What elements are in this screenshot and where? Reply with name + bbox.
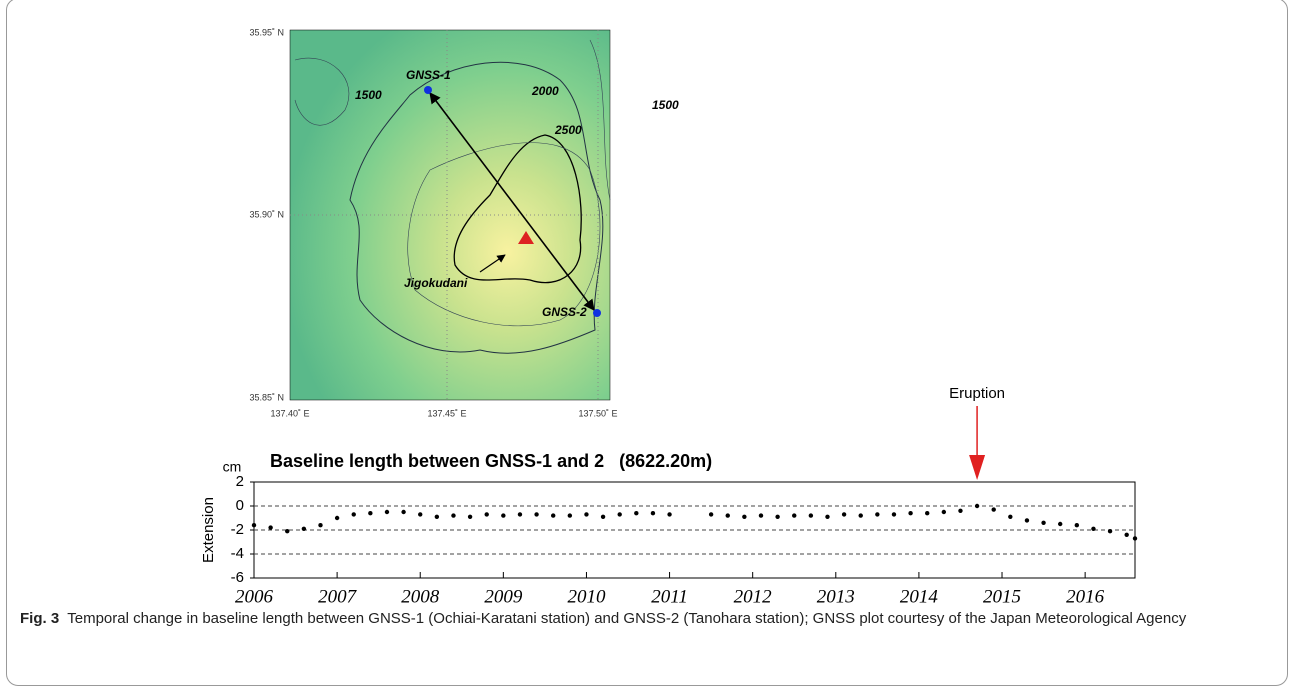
x-tick-label: 2016 xyxy=(1066,586,1105,605)
data-point xyxy=(925,511,929,515)
data-point xyxy=(842,512,846,516)
data-point xyxy=(892,512,896,516)
x-tick-label: 2011 xyxy=(651,586,688,605)
data-point xyxy=(1091,527,1095,531)
x-tick-label: 2009 xyxy=(484,586,523,605)
caption-text: Temporal change in baseline length betwe… xyxy=(67,610,1186,627)
place-label: Jigokudani xyxy=(404,276,468,290)
map: GNSS-1 GNSS-2 Jigokudani 1500 2000 2500 … xyxy=(249,27,679,418)
figure: GNSS-1 GNSS-2 Jigokudani 1500 2000 2500 … xyxy=(0,0,1296,605)
station-label: GNSS-1 xyxy=(406,68,451,82)
data-point xyxy=(825,515,829,519)
contour-label: 2500 xyxy=(554,123,582,137)
data-point xyxy=(634,511,638,515)
x-tick-label: 2006 xyxy=(235,586,274,605)
data-point xyxy=(601,515,605,519)
lat-label: 35.90˚ N xyxy=(249,209,284,219)
annotation-text: Eruption xyxy=(949,385,1005,402)
data-point xyxy=(568,513,572,517)
chart: Baseline length between GNSS-1 and 2 (86… xyxy=(200,385,1137,605)
x-tick-label: 2008 xyxy=(401,586,440,605)
lon-label: 137.45˚ E xyxy=(427,408,466,418)
data-point xyxy=(401,510,405,514)
contour-label: 2000 xyxy=(531,84,559,98)
data-point xyxy=(667,512,671,516)
x-tick-label: 2010 xyxy=(567,586,606,605)
data-point xyxy=(726,513,730,517)
data-point xyxy=(385,510,389,514)
data-point xyxy=(352,512,356,516)
data-point xyxy=(651,511,655,515)
data-point xyxy=(518,512,522,516)
y-tick-label: -4 xyxy=(231,545,244,562)
data-point xyxy=(1133,536,1137,540)
x-tick-label: 2013 xyxy=(817,586,855,605)
data-point xyxy=(435,515,439,519)
data-point xyxy=(875,512,879,516)
y-axis-label: Extension xyxy=(200,497,217,563)
data-point xyxy=(1108,529,1112,533)
data-point xyxy=(418,512,422,516)
data-point xyxy=(584,512,588,516)
data-point xyxy=(335,516,339,520)
x-tick-label: 2015 xyxy=(983,586,1021,605)
data-point xyxy=(318,523,322,527)
station-label: GNSS-2 xyxy=(542,305,587,319)
data-point xyxy=(975,504,979,508)
annotation-arrowhead xyxy=(969,455,985,480)
data-point xyxy=(809,513,813,517)
data-point xyxy=(617,512,621,516)
data-point xyxy=(992,507,996,511)
chart-title: Baseline length between GNSS-1 and 2 (86… xyxy=(270,451,712,471)
data-point xyxy=(501,513,505,517)
data-point xyxy=(1124,533,1128,537)
data-point xyxy=(742,515,746,519)
data-point xyxy=(859,513,863,517)
data-point xyxy=(368,511,372,515)
data-point xyxy=(775,515,779,519)
x-tick-label: 2012 xyxy=(734,586,773,605)
data-point xyxy=(468,515,472,519)
data-point xyxy=(268,525,272,529)
data-point xyxy=(958,509,962,513)
data-point xyxy=(1025,518,1029,522)
x-tick-label: 2007 xyxy=(318,586,358,605)
y-tick-label: -6 xyxy=(231,569,244,586)
y-tick-label: 2 xyxy=(236,473,244,490)
lat-label: 35.95˚ N xyxy=(249,27,284,37)
y-tick-label: 0 xyxy=(236,497,244,514)
data-point xyxy=(792,513,796,517)
y-tick-label: -2 xyxy=(231,521,244,538)
data-point xyxy=(1075,523,1079,527)
data-point xyxy=(1041,521,1045,525)
x-tick-label: 2014 xyxy=(900,586,939,605)
data-point xyxy=(485,512,489,516)
contour-label: 1500 xyxy=(652,98,679,112)
plot-frame xyxy=(254,482,1135,578)
data-point xyxy=(252,523,256,527)
lat-label: 35.85˚ N xyxy=(249,392,284,402)
lon-label: 137.50˚ E xyxy=(578,408,617,418)
page: GNSS-1 GNSS-2 Jigokudani 1500 2000 2500 … xyxy=(0,0,1296,693)
data-point xyxy=(302,527,306,531)
data-point xyxy=(285,529,289,533)
lon-label: 137.40˚ E xyxy=(270,408,309,418)
data-point xyxy=(709,512,713,516)
data-point xyxy=(451,513,455,517)
data-point xyxy=(908,511,912,515)
data-point xyxy=(534,512,538,516)
data-point xyxy=(759,513,763,517)
data-point xyxy=(1058,522,1062,526)
data-point xyxy=(551,513,555,517)
contour-label: 1500 xyxy=(355,88,382,102)
caption: Fig. 3 Temporal change in baseline lengt… xyxy=(20,608,1270,630)
caption-label: Fig. 3 xyxy=(20,610,59,627)
data-point xyxy=(1008,515,1012,519)
data-point xyxy=(942,510,946,514)
